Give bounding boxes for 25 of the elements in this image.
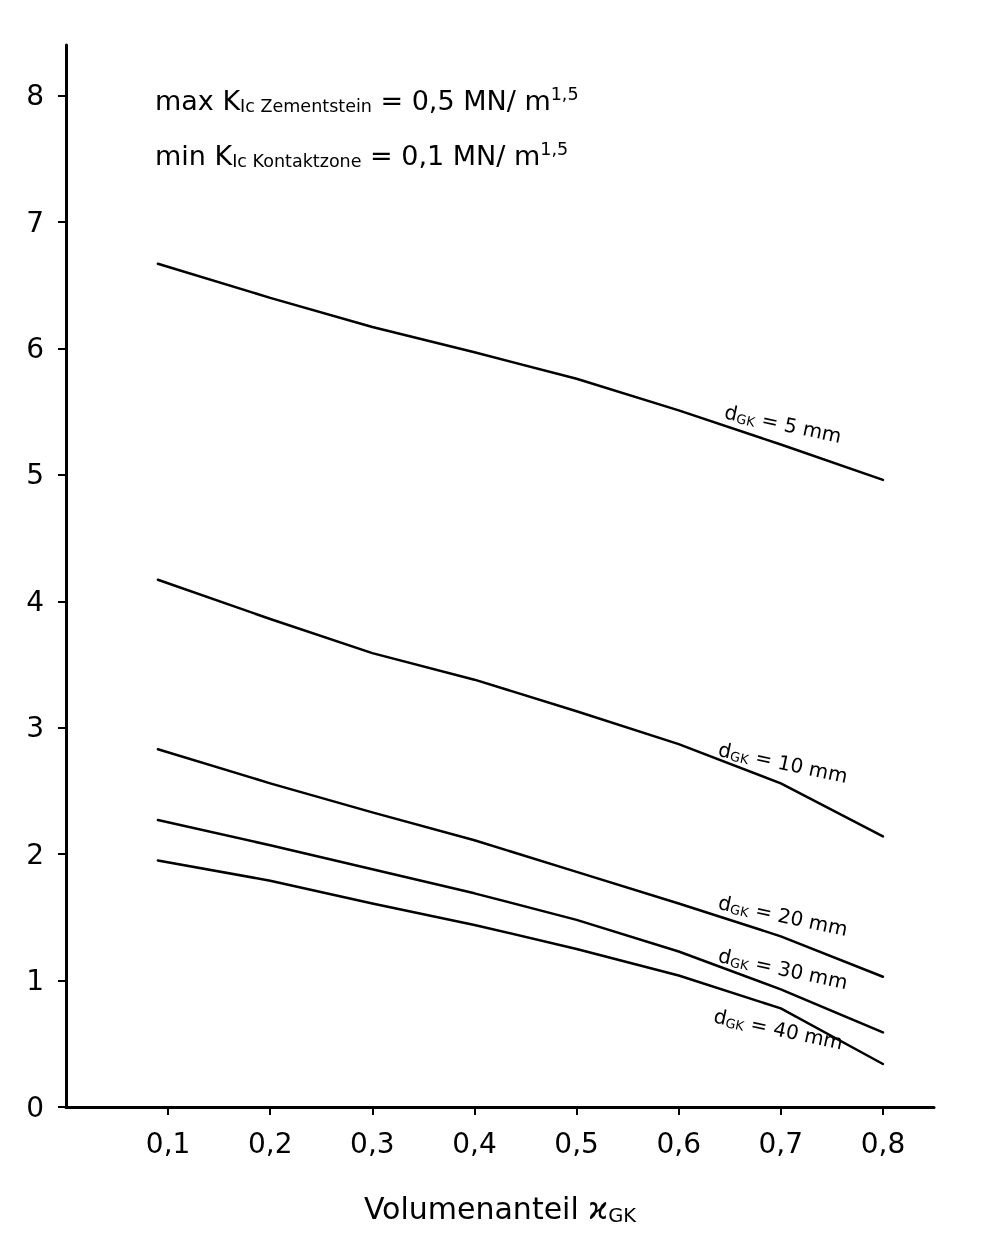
y-tick-label: 7 [26, 205, 44, 239]
y-tick-label: 6 [26, 331, 44, 365]
x-tick-label: 0,6 [656, 1126, 701, 1160]
line-series [156, 262, 885, 482]
x-tick-label: 0,1 [145, 1126, 191, 1160]
y-tick-label: 0 [26, 1090, 44, 1124]
text: dGK = 20 mm [716, 890, 850, 941]
line-series [156, 859, 885, 1066]
y-tick-label: 2 [26, 837, 44, 871]
x-tick-label: 0,3 [350, 1126, 395, 1160]
y-tick-label: 4 [26, 584, 44, 618]
text: dGK = 5 mm [722, 399, 844, 448]
text: dGK = 10 mm [716, 737, 850, 788]
y-tick-label: 1 [26, 964, 44, 998]
y-tick-label: 8 [26, 79, 44, 113]
text: dGK = 30 mm [716, 943, 850, 995]
y-tick-label: 5 [26, 458, 44, 492]
x-tick-label: 0,7 [758, 1126, 804, 1160]
x-tick-label: 0,4 [452, 1126, 497, 1160]
x-tick-label: 0,2 [247, 1126, 293, 1160]
x-tick-label: 0,8 [860, 1126, 906, 1160]
x-tick-label: 0,5 [554, 1126, 599, 1160]
x-axis-title: Volumenanteil ϰGK [363, 1191, 638, 1227]
line-series [156, 578, 885, 838]
y-tick-label: 3 [26, 711, 44, 745]
